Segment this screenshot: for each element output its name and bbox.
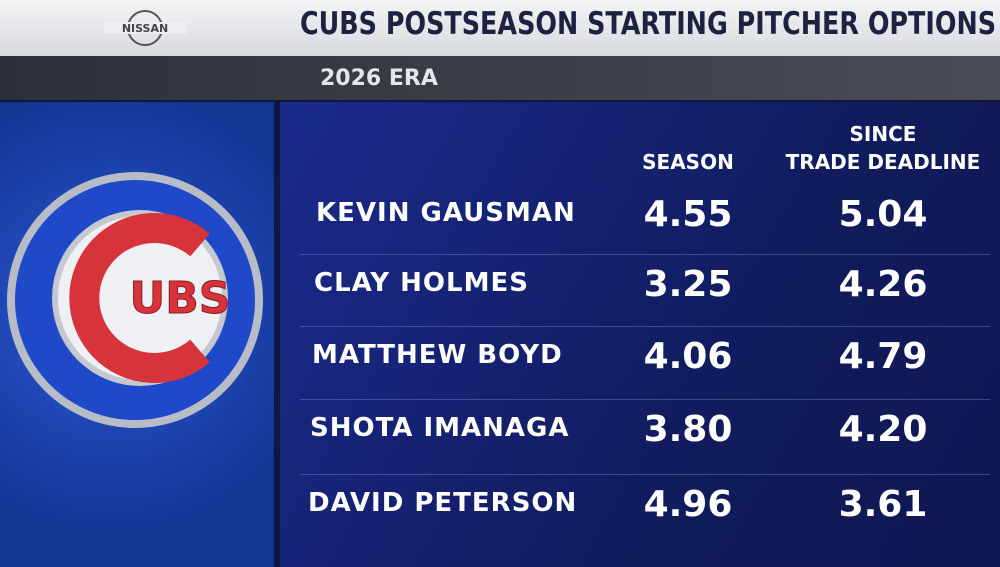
table-panel [280,102,1000,567]
logo-text: UBS [130,273,231,324]
subtitle: 2026 ERA [320,66,438,91]
sponsor-text: NISSAN [122,22,168,35]
era-value: 4.20 [838,409,928,450]
era-value: 4.79 [838,336,928,377]
sponsor-logo: NISSAN [104,10,186,46]
row-divider [300,326,990,327]
era-value: 5.04 [838,194,928,235]
era-value: 4.06 [643,336,733,377]
column-header: SINCE [849,122,917,146]
pitcher-name: DAVID PETERSON [308,488,578,518]
era-value: 4.26 [838,264,928,305]
row-divider [300,254,990,255]
team-logo: UBS [7,172,263,428]
era-value: 3.80 [643,409,733,450]
pitcher-name: KEVIN GAUSMAN [316,198,576,228]
row-divider [300,474,990,475]
title: CUBS POSTSEASON STARTING PITCHER OPTIONS [300,6,997,42]
row-divider [300,399,990,400]
sponsor-band [104,22,186,34]
logo-c [69,213,210,383]
column-header: SEASON [642,150,734,174]
era-value: 4.55 [643,194,733,235]
era-value: 4.96 [643,484,733,525]
era-value: 3.61 [838,484,928,525]
sub-bar [0,56,1000,100]
column-header: TRADE DEADLINE [785,150,981,174]
pitcher-name: CLAY HOLMES [314,268,529,298]
pitcher-name: MATTHEW BOYD [312,340,563,370]
era-value: 3.25 [643,264,733,305]
pitcher-name: SHOTA IMANAGA [310,413,570,443]
